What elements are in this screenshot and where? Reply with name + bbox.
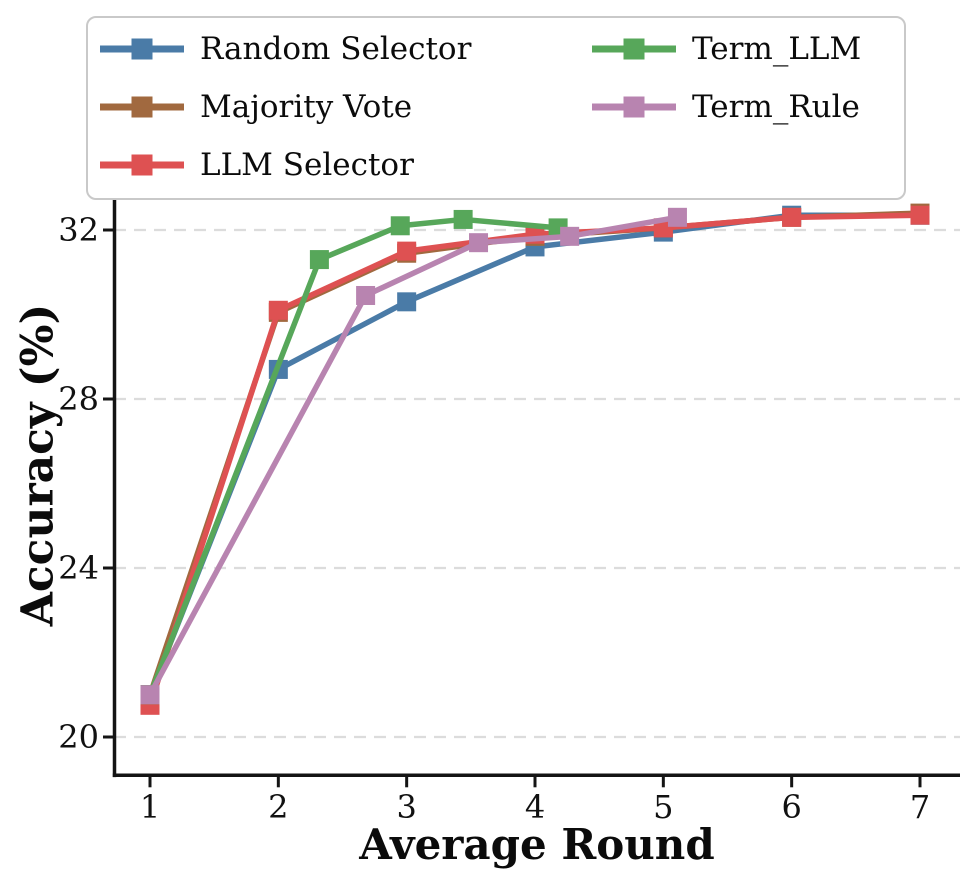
- x-tick-label: 3: [396, 788, 416, 826]
- legend-label: Term_LLM: [692, 30, 862, 67]
- legend-item-majority-vote: Majority Vote: [88, 78, 580, 136]
- series-marker-term-llm: [390, 216, 410, 236]
- y-tick-label: 20: [58, 718, 99, 756]
- x-tick-label: 1: [140, 788, 160, 826]
- series-marker-term-rule: [667, 207, 687, 227]
- series-marker-term-rule: [560, 226, 580, 246]
- legend-label: Random Selector: [200, 30, 472, 67]
- legend-line-marker-icon: [100, 96, 184, 118]
- series-marker-llm-selector: [782, 207, 802, 227]
- legend-item-llm-selector: LLM Selector: [88, 136, 580, 194]
- x-tick-label: 6: [781, 788, 801, 826]
- y-tick-label: 32: [58, 211, 99, 249]
- series-marker-llm-selector: [268, 300, 288, 320]
- y-tick-label: 28: [58, 380, 99, 418]
- legend: Random Selector Majority Vote LLM Selector…: [86, 16, 906, 200]
- series-marker-term-rule: [356, 285, 376, 305]
- series-marker-random-selector: [397, 292, 417, 312]
- series-marker-term-llm: [309, 250, 329, 270]
- legend-line-marker-icon: [100, 38, 184, 60]
- legend-label: Term_Rule: [692, 88, 860, 125]
- legend-label: Majority Vote: [200, 88, 413, 125]
- legend-column-1: Random Selector Majority Vote LLM Selector: [88, 20, 580, 198]
- series-marker-term-rule: [140, 685, 160, 705]
- series-marker-llm-selector: [910, 205, 930, 225]
- x-tick-label: 2: [268, 788, 288, 826]
- legend-label: LLM Selector: [200, 146, 414, 183]
- series-marker-term-llm: [453, 209, 473, 229]
- y-tick-label: 24: [58, 549, 99, 587]
- series-marker-term-rule: [469, 233, 489, 253]
- legend-line-marker-icon: [592, 96, 676, 118]
- legend-item-term-llm: Term_LLM: [580, 20, 904, 78]
- x-tick-label: 5: [653, 788, 673, 826]
- legend-line-marker-icon: [100, 154, 184, 176]
- series-line-llm-selector: [147, 212, 923, 709]
- x-axis-label: Average Round: [359, 820, 715, 869]
- series-line-random-selector: [147, 212, 923, 698]
- legend-column-2: Term_LLM Term_Rule: [580, 20, 904, 198]
- series-line-term-llm: [147, 216, 561, 698]
- legend-line-marker-icon: [592, 38, 676, 60]
- series-line-majority-vote: [147, 210, 923, 698]
- x-tick-label: 7: [910, 788, 930, 826]
- x-tick-label: 4: [525, 788, 545, 826]
- series-marker-llm-selector: [397, 241, 417, 261]
- legend-item-term-rule: Term_Rule: [580, 78, 904, 136]
- legend-item-random-selector: Random Selector: [88, 20, 580, 78]
- y-axis-label: Accuracy (%): [12, 303, 64, 627]
